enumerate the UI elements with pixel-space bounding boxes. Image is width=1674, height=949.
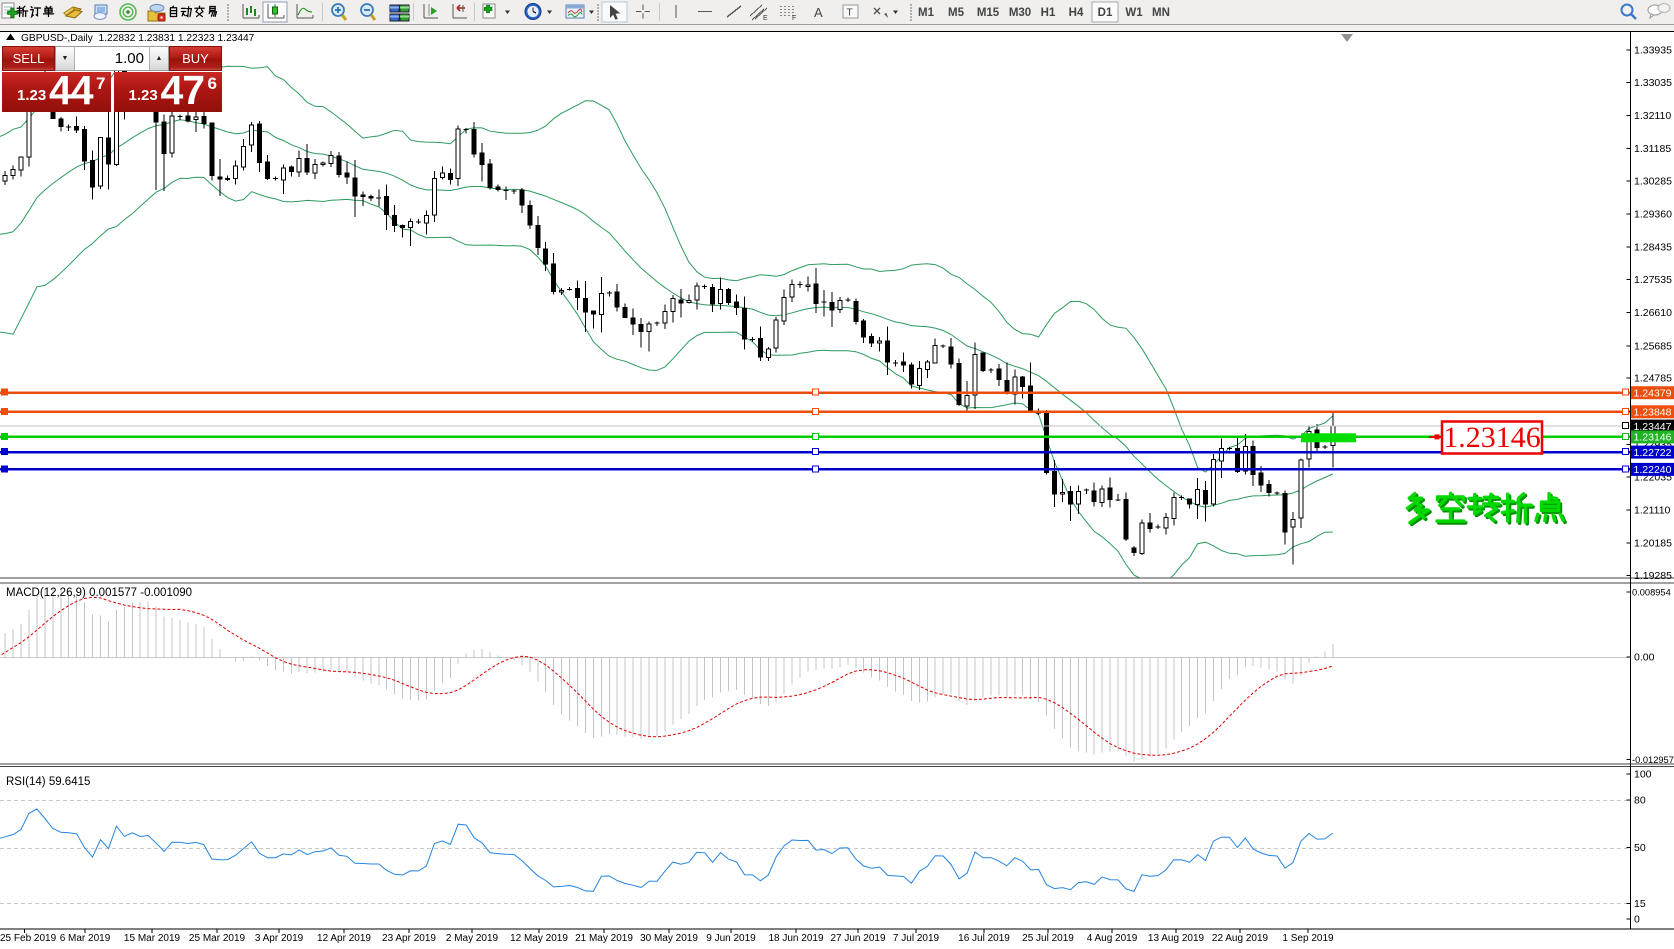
- svg-text:MACD(12,26,9) 0.001577 -0.0010: MACD(12,26,9) 0.001577 -0.001090: [6, 587, 192, 599]
- svg-text:-0.012957: -0.012957: [1632, 755, 1674, 765]
- svg-text:1.33935: 1.33935: [1634, 45, 1672, 57]
- svg-text:H4: H4: [1069, 7, 1084, 19]
- svg-text:12 May 2019: 12 May 2019: [510, 933, 568, 944]
- svg-text:M15: M15: [977, 7, 1000, 19]
- svg-text:T: T: [847, 8, 853, 19]
- svg-text:4 Aug 2019: 4 Aug 2019: [1087, 933, 1138, 944]
- svg-text:1.26610: 1.26610: [1634, 307, 1672, 319]
- svg-text:1.24379: 1.24379: [1634, 388, 1672, 400]
- svg-text:7 Jul 2019: 7 Jul 2019: [893, 933, 940, 944]
- svg-text:1.28435: 1.28435: [1634, 242, 1672, 254]
- svg-text:1.22722: 1.22722: [1634, 447, 1672, 459]
- svg-text:0: 0: [1634, 914, 1640, 926]
- svg-text:16 Jul 2019: 16 Jul 2019: [958, 933, 1010, 944]
- svg-text:M30: M30: [1009, 7, 1031, 19]
- svg-text:A: A: [814, 5, 823, 20]
- svg-text:25 Jul 2019: 25 Jul 2019: [1022, 933, 1074, 944]
- svg-text:3 Apr 2019: 3 Apr 2019: [255, 933, 304, 944]
- svg-text:2 May 2019: 2 May 2019: [446, 933, 499, 944]
- svg-text:H1: H1: [1041, 7, 1056, 19]
- svg-text:15: 15: [1634, 898, 1646, 910]
- svg-text:9 Jun 2019: 9 Jun 2019: [706, 933, 756, 944]
- svg-text:15 Mar 2019: 15 Mar 2019: [124, 933, 181, 944]
- svg-text:27 Jun 2019: 27 Jun 2019: [830, 933, 885, 944]
- svg-text:F: F: [792, 15, 796, 22]
- svg-text:25 Mar 2019: 25 Mar 2019: [189, 933, 246, 944]
- svg-text:1.24785: 1.24785: [1634, 373, 1672, 385]
- svg-text:1.23848: 1.23848: [1634, 407, 1672, 419]
- svg-text:13 Aug 2019: 13 Aug 2019: [1148, 933, 1205, 944]
- svg-text:1.23447: 1.23447: [1634, 421, 1672, 433]
- svg-text:25 Feb 2019: 25 Feb 2019: [0, 933, 57, 944]
- svg-text:1.19285: 1.19285: [1634, 570, 1672, 582]
- svg-text:1.27535: 1.27535: [1634, 274, 1672, 286]
- svg-text:1.20185: 1.20185: [1634, 538, 1672, 550]
- svg-text:22 Aug 2019: 22 Aug 2019: [1212, 933, 1269, 944]
- svg-text:1.32110: 1.32110: [1634, 110, 1671, 122]
- svg-text:0.008954: 0.008954: [1632, 588, 1671, 598]
- svg-text:1.30285: 1.30285: [1634, 175, 1672, 187]
- svg-text:21 May 2019: 21 May 2019: [575, 933, 633, 944]
- svg-text:6 Mar 2019: 6 Mar 2019: [60, 933, 111, 944]
- svg-text:18 Jun 2019: 18 Jun 2019: [768, 933, 823, 944]
- svg-text:50: 50: [1634, 842, 1646, 854]
- svg-text:1.23146: 1.23146: [1443, 421, 1541, 454]
- svg-text:MN: MN: [1152, 7, 1170, 19]
- svg-text:1 Sep 2019: 1 Sep 2019: [1282, 933, 1334, 944]
- svg-text:12 Apr 2019: 12 Apr 2019: [317, 933, 371, 944]
- svg-text:1.33035: 1.33035: [1634, 77, 1672, 89]
- svg-text:D1: D1: [1098, 7, 1113, 19]
- svg-text:23 Apr 2019: 23 Apr 2019: [382, 933, 436, 944]
- svg-text:1.22240: 1.22240: [1634, 464, 1672, 476]
- svg-text:0.00: 0.00: [1634, 652, 1655, 664]
- svg-text:W1: W1: [1125, 7, 1143, 19]
- svg-text:E: E: [763, 15, 768, 22]
- svg-text:1.21110: 1.21110: [1634, 504, 1671, 516]
- svg-text:30 May 2019: 30 May 2019: [640, 933, 698, 944]
- svg-text:M5: M5: [948, 7, 965, 19]
- svg-text:100: 100: [1634, 769, 1652, 781]
- svg-text:1.31185: 1.31185: [1634, 143, 1671, 155]
- svg-text:GBPUSD-,Daily 1.22832 1.23831: GBPUSD-,Daily 1.22832 1.23831 1.22323 1.…: [21, 33, 255, 44]
- svg-text:1.23146: 1.23146: [1634, 432, 1672, 444]
- svg-text:M1: M1: [918, 7, 935, 19]
- svg-text:1.29360: 1.29360: [1634, 209, 1672, 221]
- svg-text:80: 80: [1634, 794, 1646, 806]
- svg-text:1.25685: 1.25685: [1634, 340, 1672, 352]
- svg-text:RSI(14) 59.6415: RSI(14) 59.6415: [6, 776, 90, 788]
